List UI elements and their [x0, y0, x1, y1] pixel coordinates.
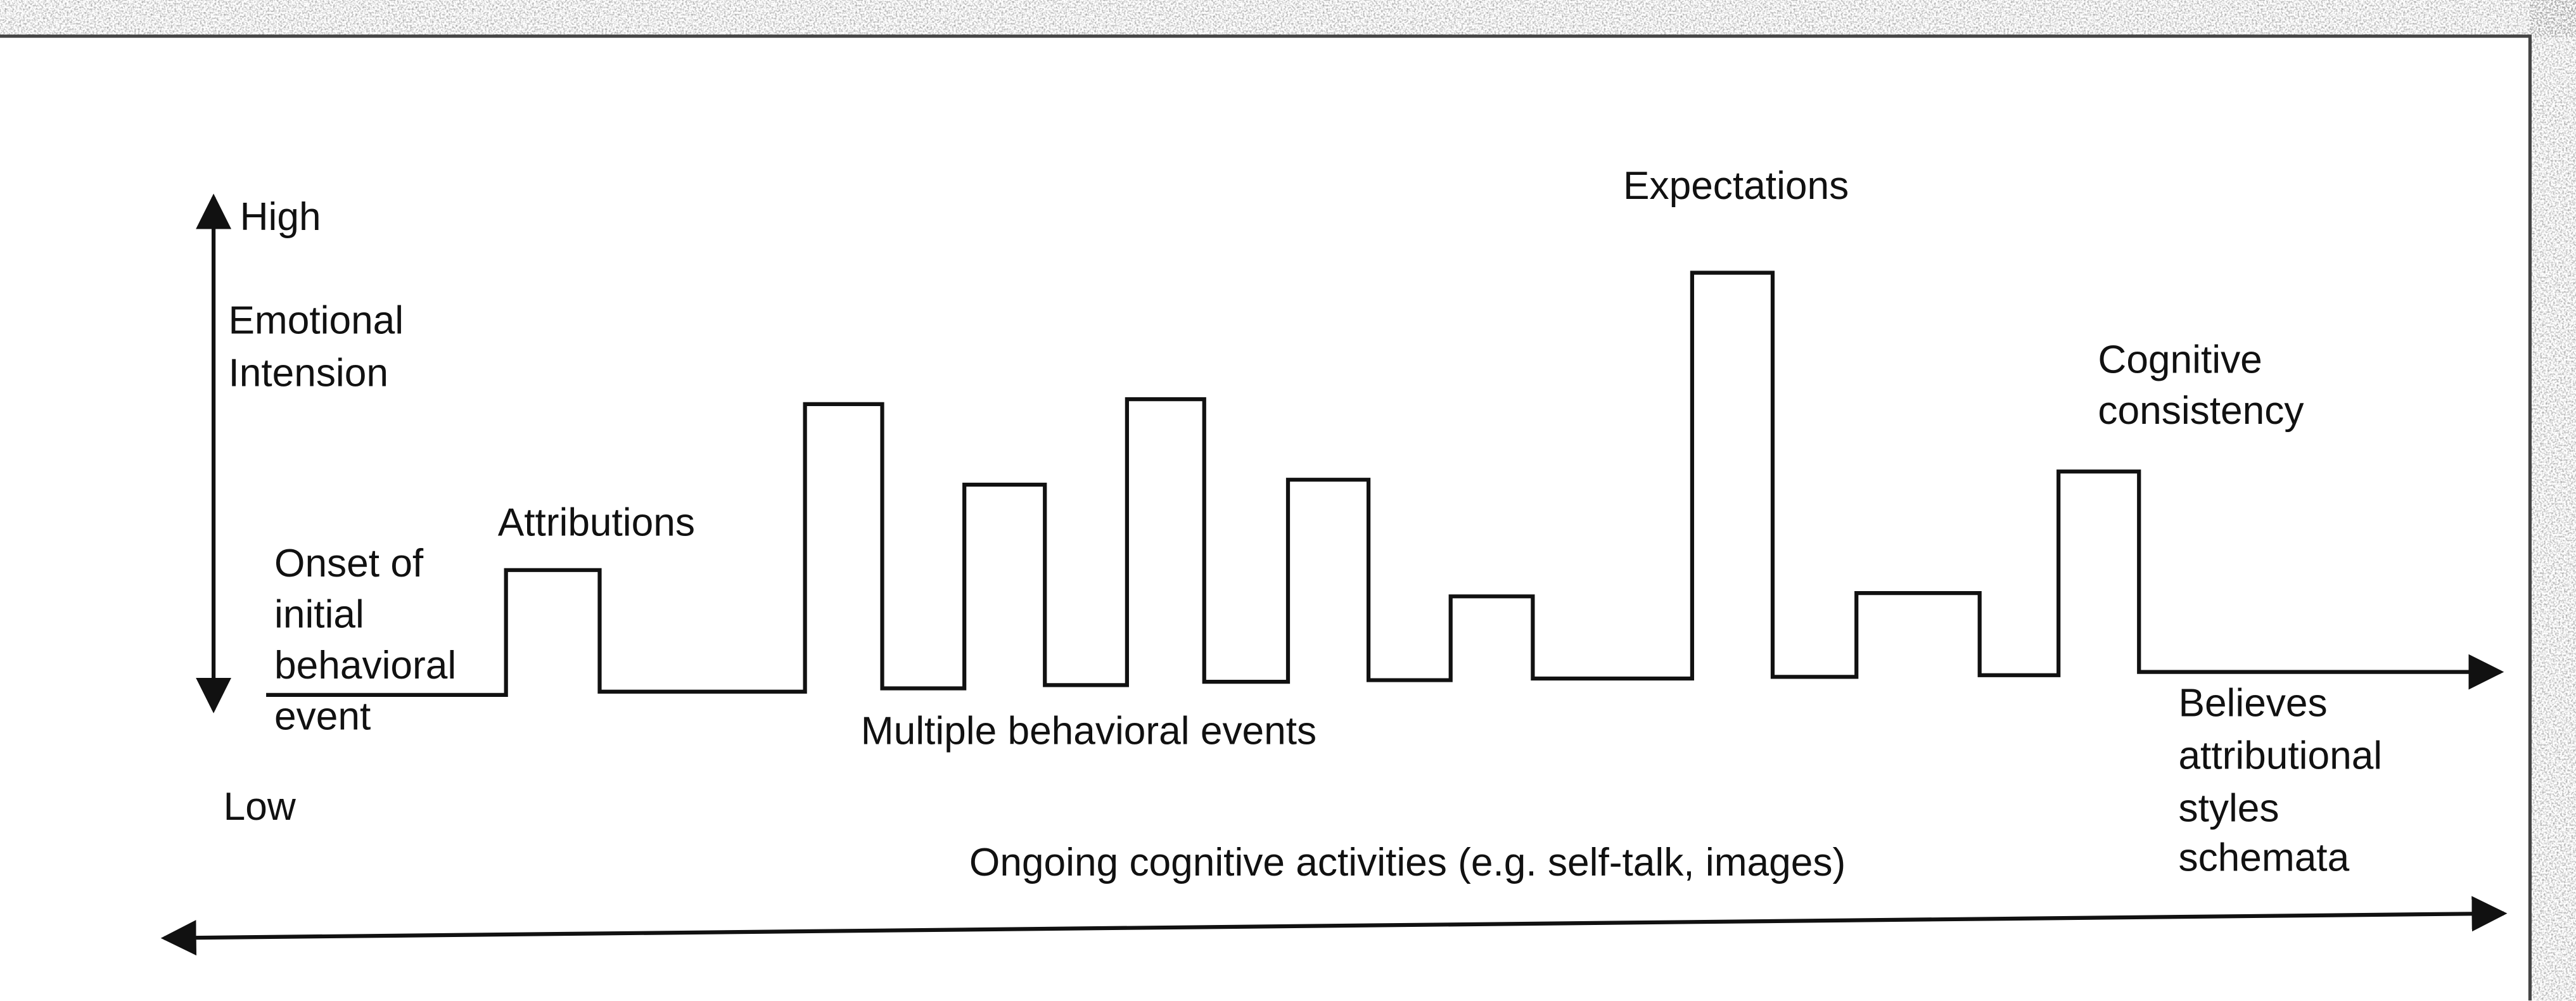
border-texture-top	[0, 0, 2576, 37]
ongoing-label: Ongoing cognitive activities (e.g. self-…	[969, 841, 1846, 884]
time-arrow	[160, 896, 2508, 956]
onset-label: event	[274, 694, 371, 738]
believes-label: schemata	[2178, 836, 2349, 879]
expectations-label: Expectations	[1623, 164, 1849, 208]
believes-label: styles	[2178, 787, 2279, 831]
multiple-label: Multiple behavioral events	[861, 710, 1317, 753]
attributions-label: Attributions	[498, 501, 695, 544]
consistency-label: Cognitive	[2098, 338, 2262, 382]
high-label: High	[240, 195, 321, 239]
intensity-line	[266, 271, 2504, 698]
border-texture-right	[2530, 0, 2576, 1001]
onset-label: Onset of	[274, 542, 424, 585]
believes-label: Believes	[2178, 682, 2327, 725]
believes-label: attributional	[2178, 734, 2382, 778]
axis-title: Intension	[228, 351, 388, 395]
onset-label: behavioral	[274, 644, 456, 687]
consistency-label: consistency	[2098, 389, 2304, 433]
frame	[0, 34, 2532, 1001]
low-label: Low	[224, 785, 296, 829]
onset-label: initial	[274, 593, 364, 637]
axis-title: Emotional	[228, 298, 404, 342]
